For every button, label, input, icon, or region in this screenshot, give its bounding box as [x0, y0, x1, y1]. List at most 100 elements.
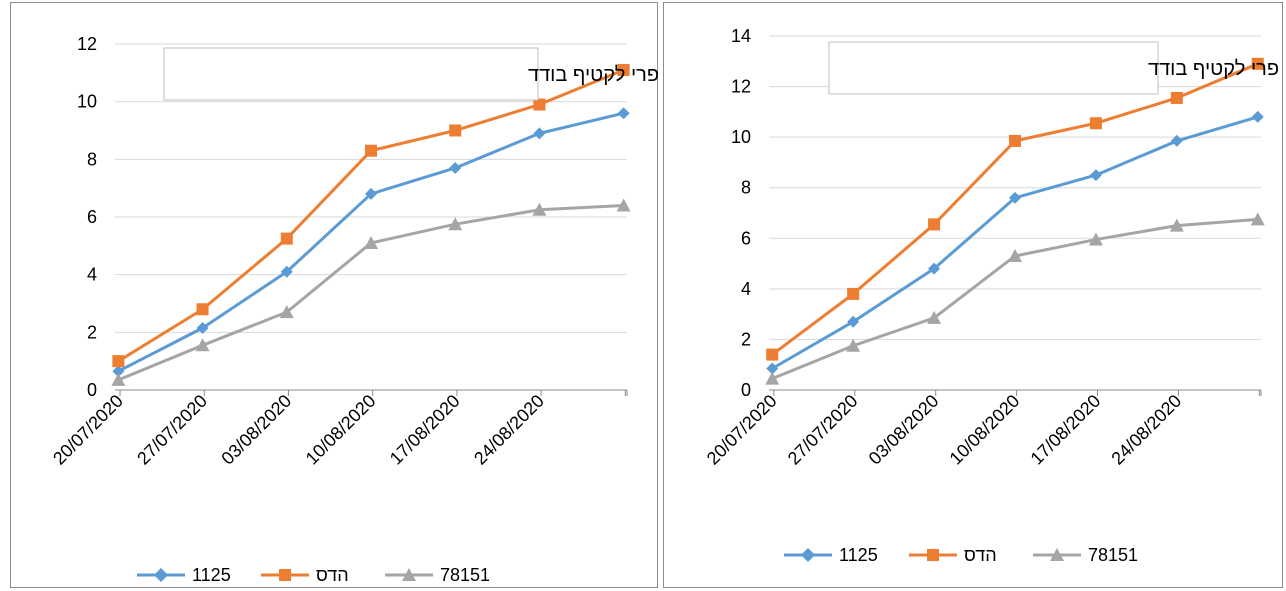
data-point-diamond — [1089, 169, 1102, 182]
data-point-square — [928, 218, 941, 231]
data-point-square — [449, 124, 462, 137]
chart-title: יבול כללי פרי לקטיף בודד — [1148, 58, 1284, 80]
chart-title-box: יבול משווק פרי לקטיף בודד — [163, 47, 659, 101]
data-point-square — [1251, 57, 1264, 70]
series-line-square — [771, 62, 1259, 356]
data-point-diamond — [928, 262, 941, 275]
data-point-triangle — [111, 372, 126, 386]
y-tick-label: 2 — [741, 329, 751, 349]
chart-left-marketed-yield: 0 2 4 6 8 10 12 20/07/2020 27/07/2020 03/08/2020 1… — [10, 2, 659, 588]
chart-title-frame — [163, 47, 539, 101]
data-point-diamond — [766, 362, 779, 375]
data-point-triangle — [195, 338, 210, 352]
data-point-square — [196, 303, 209, 316]
x-tick-label: 17/08/2020 — [1027, 391, 1105, 469]
y-tick-label: 10 — [77, 92, 97, 112]
chart-right-total-yield: 0 2 4 6 8 10 12 14 20/07/2020 27/07/2020 03/08/202… — [663, 2, 1284, 588]
x-tick-label: 10/08/2020 — [946, 391, 1024, 469]
data-point-diamond — [196, 322, 209, 335]
legend-marker-triangle — [1050, 548, 1064, 561]
y-tick-label: 8 — [741, 178, 751, 198]
data-point-square — [617, 63, 630, 76]
y-tick-label: 14 — [731, 26, 751, 46]
data-point-diamond — [365, 187, 377, 200]
legend-item-78151: 78151 — [1033, 545, 1138, 565]
series-line-square — [117, 68, 625, 363]
legend-marker-triangle — [402, 568, 416, 581]
data-point-diamond — [112, 365, 125, 378]
data-point-triangle — [279, 305, 294, 319]
legend-marker-diamond — [154, 568, 168, 582]
data-point-square — [280, 232, 293, 245]
data-point-diamond — [1009, 191, 1021, 204]
data-point-square — [365, 144, 377, 157]
data-point-diamond — [533, 127, 546, 140]
y-tick-label: 0 — [741, 380, 751, 400]
x-tick-label: 03/08/2020 — [865, 391, 943, 469]
data-point-square — [847, 287, 860, 300]
chart-title-frame — [828, 41, 1159, 95]
data-point-diamond — [449, 161, 462, 174]
data-point-diamond — [847, 315, 860, 328]
y-tick-label: 2 — [87, 322, 97, 342]
data-point-triangle — [927, 310, 942, 324]
series-line-diamond — [771, 115, 1259, 370]
y-tick-label: 12 — [731, 77, 751, 97]
legend-item-1125: 1125 — [784, 545, 878, 565]
data-point-triangle — [448, 217, 463, 231]
data-point-triangle — [364, 235, 378, 249]
legend-marker-square — [927, 549, 939, 561]
y-tick-label: 6 — [87, 207, 97, 227]
data-point-triangle — [1250, 212, 1265, 226]
data-point-square — [766, 348, 779, 361]
data-point-triangle — [616, 198, 631, 212]
data-point-triangle — [765, 371, 780, 385]
data-point-diamond — [617, 107, 630, 120]
x-tick-label: 17/08/2020 — [386, 391, 464, 469]
legend-label-1125: 1125 — [192, 565, 231, 585]
legend-label-1125: 1125 — [839, 545, 878, 565]
x-tick-label: 27/07/2020 — [784, 391, 862, 469]
legend-item-78151: 78151 — [385, 565, 490, 585]
y-tick-label: 8 — [87, 149, 97, 169]
y-tick-label: 0 — [87, 380, 97, 400]
legend-label-hadas: הדס — [316, 565, 349, 585]
legend-label-hadas: הדס — [964, 545, 997, 565]
x-tick-label: 27/07/2020 — [133, 391, 211, 469]
y-tick-label: 6 — [741, 228, 751, 248]
data-point-diamond — [1251, 110, 1264, 123]
legend-marker-diamond — [801, 548, 815, 562]
data-point-triangle — [1008, 248, 1022, 262]
legend-item-hadas: הדס — [261, 565, 349, 585]
data-point-square — [112, 355, 125, 368]
data-point-triangle — [532, 202, 547, 216]
legend: 1125 הדס 78151 — [137, 565, 490, 585]
y-tick-label: 10 — [731, 127, 751, 147]
legend-item-hadas: הדס — [909, 545, 997, 565]
x-tick-label: 10/08/2020 — [302, 391, 380, 469]
data-point-square — [1089, 117, 1102, 130]
chart-title: יבול משווק פרי לקטיף בודד — [528, 64, 659, 86]
legend-label-78151: 78151 — [440, 565, 490, 585]
legend: 1125 הדס 78151 — [784, 545, 1138, 565]
data-point-square — [533, 98, 546, 111]
x-tick-label: 24/08/2020 — [1107, 391, 1185, 469]
legend-item-1125: 1125 — [137, 565, 231, 585]
x-tick-label: 20/07/2020 — [703, 391, 781, 469]
y-tick-label: 12 — [77, 34, 97, 54]
y-tick-label: 4 — [741, 279, 751, 299]
data-point-triangle — [846, 338, 861, 352]
legend-label-78151: 78151 — [1088, 545, 1138, 565]
x-tick-label: 24/08/2020 — [470, 391, 548, 469]
chart-right-svg: 0 2 4 6 8 10 12 14 20/07/2020 27/07/2020 03/08/202… — [703, 26, 1284, 565]
data-point-triangle — [1088, 232, 1103, 246]
data-point-square — [1170, 91, 1183, 104]
legend-marker-square — [279, 569, 291, 581]
data-point-diamond — [280, 265, 293, 278]
series-line-triangle — [117, 203, 624, 382]
x-tick-label: 20/07/2020 — [49, 391, 127, 469]
data-point-triangle — [1169, 218, 1184, 232]
data-point-square — [1009, 134, 1021, 147]
chart-title-box: יבול כללי פרי לקטיף בודד — [828, 41, 1284, 95]
